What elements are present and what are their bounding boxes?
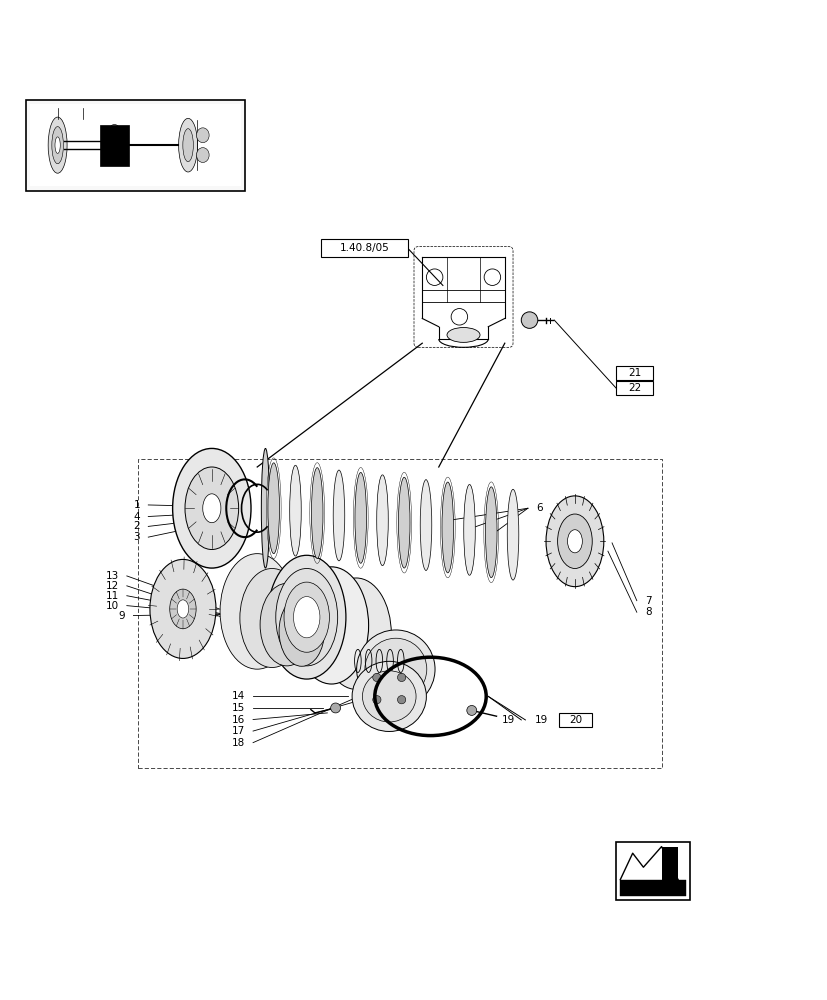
Ellipse shape (376, 475, 388, 566)
Ellipse shape (351, 661, 426, 731)
Circle shape (466, 705, 476, 715)
Ellipse shape (362, 671, 415, 722)
Text: 12: 12 (105, 581, 118, 591)
Ellipse shape (261, 448, 270, 568)
Polygon shape (661, 847, 677, 880)
Bar (137, 459, 661, 768)
Ellipse shape (55, 137, 60, 153)
Bar (619, 880, 686, 896)
Circle shape (372, 696, 380, 704)
Ellipse shape (179, 118, 198, 172)
Text: 1: 1 (133, 500, 140, 510)
Text: 16: 16 (232, 715, 245, 725)
Text: 3: 3 (133, 532, 140, 542)
Ellipse shape (420, 480, 431, 570)
Text: 21: 21 (628, 368, 641, 378)
Text: 9: 9 (118, 611, 125, 621)
Circle shape (521, 312, 537, 328)
Text: 13: 13 (105, 571, 118, 581)
Text: 4: 4 (133, 512, 140, 522)
Bar (99, 125, 129, 166)
Ellipse shape (447, 328, 480, 342)
Ellipse shape (170, 589, 196, 629)
Text: 19: 19 (534, 715, 547, 725)
Ellipse shape (566, 530, 581, 553)
Ellipse shape (485, 487, 496, 578)
Bar (26, 100, 245, 191)
Ellipse shape (293, 597, 319, 638)
Ellipse shape (289, 465, 301, 556)
Text: 20: 20 (568, 715, 581, 725)
Bar (615, 842, 690, 900)
Ellipse shape (463, 484, 475, 575)
Ellipse shape (275, 568, 337, 666)
Text: 5: 5 (337, 587, 344, 597)
Ellipse shape (196, 128, 209, 143)
Ellipse shape (365, 638, 426, 700)
Ellipse shape (557, 514, 591, 568)
Circle shape (397, 673, 405, 682)
Circle shape (330, 703, 340, 713)
Ellipse shape (220, 554, 294, 669)
Bar (615, 381, 653, 395)
Ellipse shape (267, 555, 346, 679)
Text: 15: 15 (232, 703, 245, 713)
Circle shape (372, 673, 380, 682)
Bar (558, 713, 591, 727)
Text: 1.40.8/05: 1.40.8/05 (339, 243, 389, 253)
Text: 6: 6 (536, 503, 543, 513)
Bar (31, 104, 241, 186)
Ellipse shape (545, 496, 603, 587)
Text: 19: 19 (502, 715, 515, 725)
Ellipse shape (183, 129, 194, 162)
Ellipse shape (332, 470, 344, 561)
Ellipse shape (240, 568, 304, 668)
Ellipse shape (48, 117, 67, 173)
Ellipse shape (150, 559, 216, 658)
Circle shape (397, 696, 405, 704)
Text: 8: 8 (644, 607, 651, 617)
Bar (615, 366, 653, 380)
Text: 2: 2 (133, 521, 140, 531)
Text: 10: 10 (105, 601, 118, 611)
Ellipse shape (284, 582, 329, 652)
Text: 7: 7 (644, 596, 651, 606)
Ellipse shape (268, 463, 280, 554)
Ellipse shape (172, 448, 251, 568)
Ellipse shape (355, 472, 366, 563)
Ellipse shape (356, 630, 434, 708)
Ellipse shape (279, 596, 324, 666)
Ellipse shape (260, 583, 313, 666)
Ellipse shape (321, 578, 391, 689)
Bar (321, 239, 408, 257)
Ellipse shape (196, 148, 209, 162)
Text: 18: 18 (232, 738, 245, 748)
Ellipse shape (507, 489, 519, 580)
Ellipse shape (203, 494, 221, 523)
Ellipse shape (52, 127, 64, 164)
Text: 22: 22 (628, 383, 641, 393)
Text: 14: 14 (232, 691, 245, 701)
Ellipse shape (294, 567, 368, 684)
Ellipse shape (442, 482, 453, 573)
Ellipse shape (177, 600, 189, 618)
Text: 11: 11 (105, 591, 118, 601)
Text: 17: 17 (232, 726, 245, 736)
Ellipse shape (311, 468, 323, 558)
Ellipse shape (398, 477, 409, 568)
Ellipse shape (184, 467, 238, 550)
